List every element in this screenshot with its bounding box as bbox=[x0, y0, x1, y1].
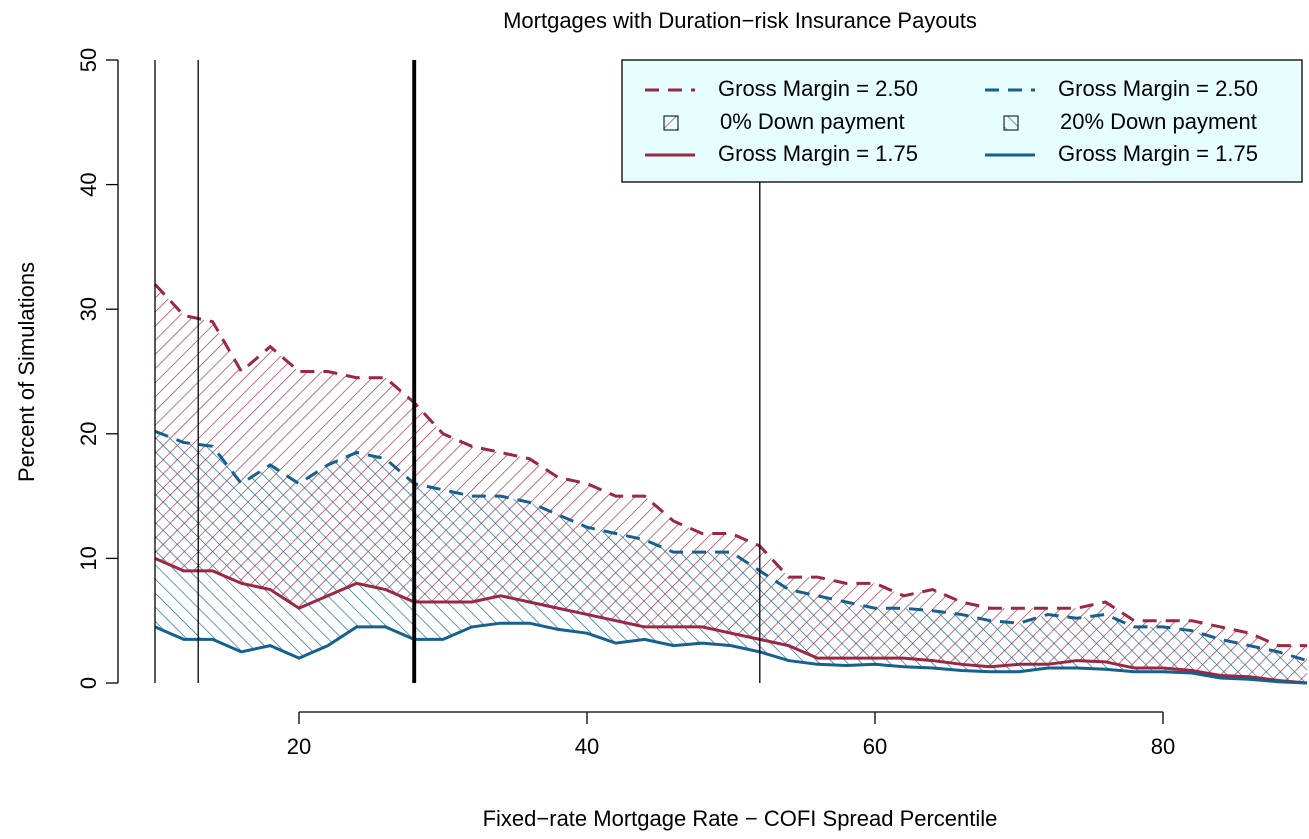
legend-label: 0% Down payment bbox=[720, 109, 905, 134]
chart-title: Mortgages with Duration−risk Insurance P… bbox=[503, 8, 977, 33]
x-axis-label: Fixed−rate Mortgage Rate − COFI Spread P… bbox=[483, 806, 998, 831]
series-line bbox=[154, 621, 1308, 685]
x-tick-label: 80 bbox=[1151, 734, 1175, 759]
series-line bbox=[154, 557, 1308, 685]
x-tick-label: 20 bbox=[287, 734, 311, 759]
y-tick-label: 20 bbox=[76, 422, 101, 446]
y-tick-label: 30 bbox=[76, 297, 101, 321]
y-tick-label: 40 bbox=[76, 172, 101, 196]
y-axis-label: Percent of Simulations bbox=[14, 262, 39, 482]
legend-label: Gross Margin = 1.75 bbox=[718, 141, 918, 166]
y-tick-label: 10 bbox=[76, 546, 101, 570]
series-line bbox=[154, 429, 1308, 663]
legend-label: Gross Margin = 1.75 bbox=[1058, 141, 1258, 166]
y-tick-label: 0 bbox=[76, 677, 101, 689]
legend-swatch bbox=[1003, 115, 1019, 131]
legend-label: Gross Margin = 2.50 bbox=[718, 76, 918, 101]
hatched-band bbox=[155, 431, 1307, 683]
x-tick-label: 40 bbox=[575, 734, 599, 759]
y-tick-label: 50 bbox=[76, 48, 101, 72]
legend-label: 20% Down payment bbox=[1060, 109, 1257, 134]
x-tick-label: 60 bbox=[863, 734, 887, 759]
legend-box bbox=[621, 59, 1303, 183]
legend-swatch bbox=[663, 115, 679, 131]
legend-label: Gross Margin = 2.50 bbox=[1058, 76, 1258, 101]
series-line bbox=[153, 283, 1307, 648]
